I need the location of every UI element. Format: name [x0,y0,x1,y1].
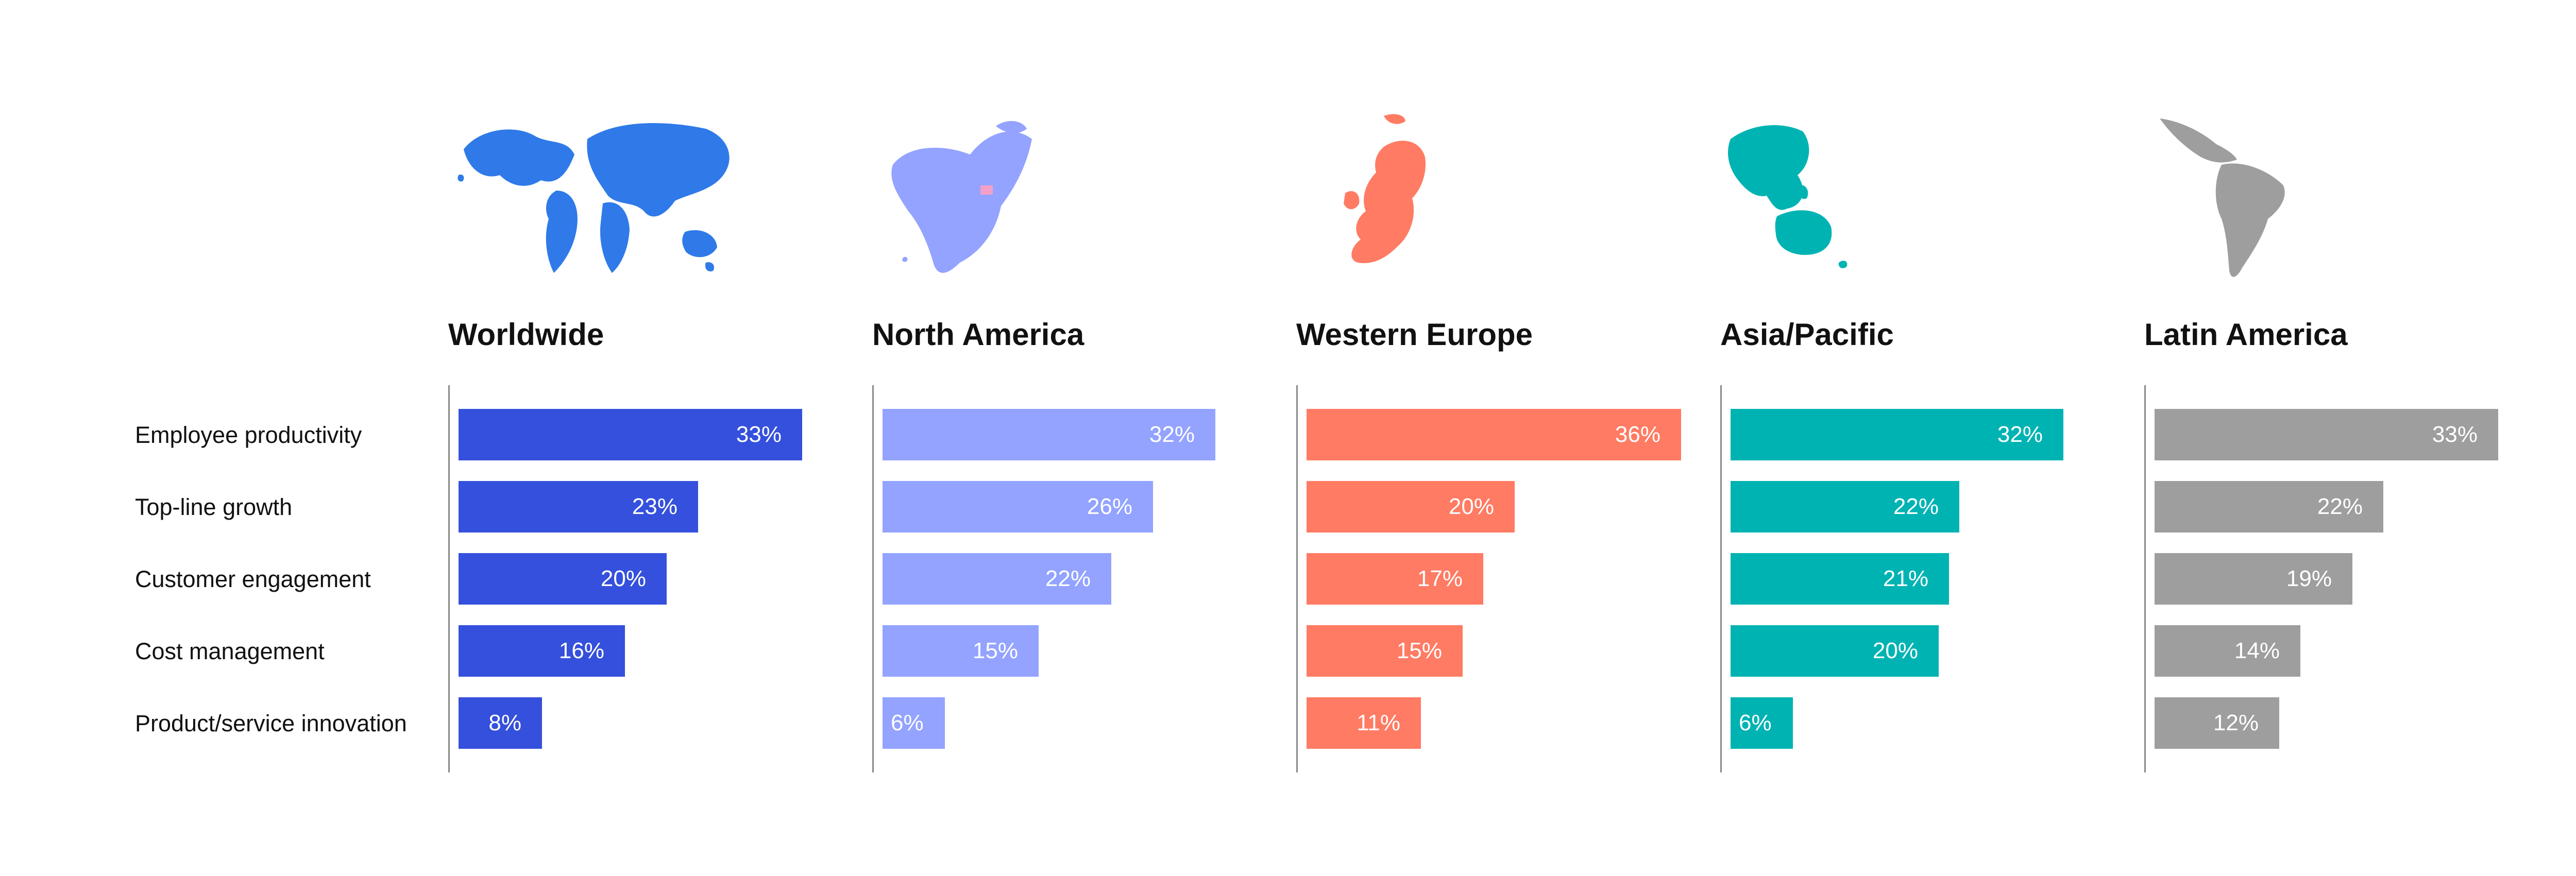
bar-north-america-0: 32% [883,409,1215,460]
world-map-icon-shape [705,262,715,272]
panel-title: Worldwide [448,317,604,352]
bar-asia-pacific-3: 20% [1731,625,1939,677]
bar-value-label: 14% [2234,638,2280,663]
bar-asia-pacific-4: 6% [1731,697,1793,749]
axis-line [872,385,874,772]
bar-north-america-4: 6% [883,697,945,749]
bar-value-label: 12% [2213,710,2259,735]
asia-pacific-map-icon-shape [1838,261,1848,268]
bar-latin-america-1: 22% [2155,481,2383,533]
bar-latin-america-0: 33% [2155,409,2498,460]
north-america-map-icon-shape [891,131,1032,273]
western-europe-map-icon-shape [1351,141,1426,263]
bar-value-label: 33% [736,422,782,447]
western-europe-map-icon-shape [1384,114,1405,124]
latin-america-map-icon [2160,118,2285,277]
bar-value-label: 15% [1396,638,1442,663]
bar-north-america-1: 26% [883,481,1153,533]
bar-worldwide-4: 8% [459,697,542,749]
category-label-customer-engagement: Customer engagement [135,566,371,592]
asia-pacific-map-icon [1728,125,1848,268]
bar-value-label: 15% [972,638,1018,663]
bar-worldwide-2: 20% [459,553,667,605]
bar-value-label: 32% [1149,422,1195,447]
bar-value-label: 20% [1448,494,1494,519]
panel-title: Western Europe [1296,317,1533,352]
bar-value-label: 22% [1045,566,1091,591]
north-america-map-icon-shape [902,256,908,262]
bar-value-label: 8% [488,710,521,735]
bar-value-label: 6% [1739,710,1772,735]
bar-asia-pacific-2: 21% [1731,553,1949,605]
bar-worldwide-0: 33% [459,409,802,460]
bar-western-europe-0: 36% [1307,409,1681,460]
bar-value-label: 20% [600,566,646,591]
panel-title: North America [872,317,1084,352]
world-map-icon-shape [587,123,730,217]
category-label-product-service-innovation: Product/service innovation [135,710,407,736]
axis-line [448,385,450,772]
bar-western-europe-3: 15% [1307,625,1463,677]
world-map-icon-shape [600,202,630,273]
asia-pacific-map-icon-shape [1797,185,1808,199]
map-highlight-shape [980,185,993,195]
bar-north-america-3: 15% [883,625,1039,677]
bar-western-europe-1: 20% [1307,481,1515,533]
bar-value-label: 22% [2317,494,2363,519]
panel-latin-america: Latin America 33% 22% 19% 14% 12% [2144,0,2556,876]
bar-value-label: 32% [1997,422,2043,447]
bar-value-label: 20% [1872,638,1918,663]
axis-line [1720,385,1722,772]
asia-pacific-map-icon-shape [1775,210,1832,255]
bar-asia-pacific-1: 22% [1731,481,1959,533]
panel-north-america: North America 32% 26% 22% 15% 6% [872,0,1284,876]
bar-western-europe-4: 11% [1307,697,1421,749]
western-europe-map-icon [1344,114,1426,263]
world-map-icon-shape [464,129,574,186]
bar-latin-america-2: 19% [2155,553,2352,605]
world-map-icon-shape [457,174,464,182]
axis-line [1296,385,1298,772]
panel-western-europe: Western Europe 36% 20% 17% 15% 11% [1296,0,1708,876]
bar-value-label: 26% [1087,494,1132,519]
bar-value-label: 21% [1883,566,1928,591]
category-label-cost-management: Cost management [135,638,325,664]
bar-north-america-2: 22% [883,553,1111,605]
latin-america-map-icon-shape [2160,118,2237,163]
western-europe-map-icon-shape [1344,191,1360,210]
panel-worldwide: Worldwide 33% 23% 20% 16% 8% [448,0,860,876]
bar-value-label: 16% [558,638,604,663]
bar-value-label: 22% [1893,494,1939,519]
bar-latin-america-3: 14% [2155,625,2300,677]
bar-value-label: 19% [2286,566,2332,591]
world-map-icon-shape [682,230,717,257]
asia-pacific-map-icon-shape [1728,125,1809,210]
category-label-top-line-growth: Top-line growth [135,494,293,520]
bar-value-label: 6% [891,710,924,735]
bar-latin-america-4: 12% [2155,697,2279,749]
panel-title: Latin America [2144,317,2348,352]
world-map-icon-shape [546,191,578,273]
category-label-employee-productivity: Employee productivity [135,422,362,448]
north-america-map-icon [891,121,1032,273]
bar-value-label: 36% [1615,422,1660,447]
bar-value-label: 33% [2432,422,2478,447]
bar-value-label: 23% [632,494,677,519]
world-map-icon [457,123,730,273]
bar-worldwide-1: 23% [459,481,698,533]
panel-asia-pacific: Asia/Pacific 32% 22% 21% 20% 6% [1720,0,2132,876]
bar-worldwide-3: 16% [459,625,625,677]
latin-america-map-icon-shape [2215,163,2285,277]
axis-line [2144,385,2146,772]
bar-asia-pacific-0: 32% [1731,409,2063,460]
bar-value-label: 11% [1357,710,1400,735]
bar-western-europe-2: 17% [1307,553,1483,605]
bar-value-label: 17% [1417,566,1463,591]
panel-title: Asia/Pacific [1720,317,1894,352]
north-america-map-icon-shape [996,121,1027,133]
